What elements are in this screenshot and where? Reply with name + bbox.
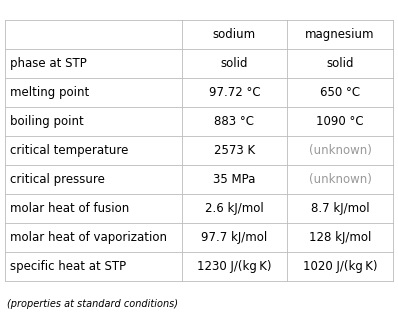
Text: phase at STP: phase at STP: [10, 57, 86, 70]
Text: (properties at standard conditions): (properties at standard conditions): [7, 299, 178, 309]
Text: sodium: sodium: [213, 28, 256, 41]
Text: magnesium: magnesium: [305, 28, 375, 41]
Text: molar heat of fusion: molar heat of fusion: [10, 202, 129, 215]
Text: 1230 J/(kg K): 1230 J/(kg K): [197, 260, 271, 273]
Text: 35 MPa: 35 MPa: [213, 173, 256, 186]
Text: specific heat at STP: specific heat at STP: [10, 260, 126, 273]
Text: (unknown): (unknown): [308, 144, 371, 157]
Text: 97.7 kJ/mol: 97.7 kJ/mol: [201, 231, 267, 244]
Text: molar heat of vaporization: molar heat of vaporization: [10, 231, 166, 244]
Text: solid: solid: [220, 57, 248, 70]
Text: boiling point: boiling point: [10, 115, 83, 128]
Text: 650 °C: 650 °C: [320, 86, 360, 99]
Text: critical temperature: critical temperature: [10, 144, 128, 157]
Text: (unknown): (unknown): [308, 173, 371, 186]
Text: 128 kJ/mol: 128 kJ/mol: [309, 231, 371, 244]
Text: 1090 °C: 1090 °C: [316, 115, 364, 128]
Text: 8.7 kJ/mol: 8.7 kJ/mol: [311, 202, 369, 215]
Text: 1020 J/(kg K): 1020 J/(kg K): [303, 260, 377, 273]
Text: 2.6 kJ/mol: 2.6 kJ/mol: [205, 202, 264, 215]
Text: 97.72 °C: 97.72 °C: [209, 86, 260, 99]
Text: critical pressure: critical pressure: [10, 173, 104, 186]
Text: 883 °C: 883 °C: [215, 115, 254, 128]
Text: 2573 K: 2573 K: [214, 144, 255, 157]
Text: melting point: melting point: [10, 86, 89, 99]
Text: solid: solid: [326, 57, 354, 70]
